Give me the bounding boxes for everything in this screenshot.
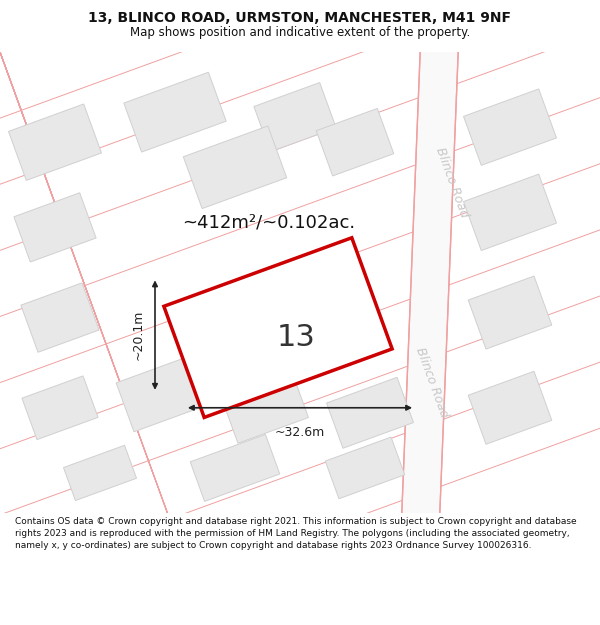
Polygon shape bbox=[254, 82, 336, 152]
Text: 13: 13 bbox=[277, 323, 316, 352]
Polygon shape bbox=[326, 378, 413, 448]
Text: Blinco Road: Blinco Road bbox=[413, 346, 451, 419]
Polygon shape bbox=[8, 104, 101, 181]
Polygon shape bbox=[164, 238, 392, 418]
Polygon shape bbox=[116, 354, 214, 432]
Text: ~412m²/~0.102ac.: ~412m²/~0.102ac. bbox=[182, 213, 355, 231]
Polygon shape bbox=[468, 371, 552, 444]
Polygon shape bbox=[401, 31, 459, 534]
Polygon shape bbox=[221, 372, 308, 443]
Text: 13, BLINCO ROAD, URMSTON, MANCHESTER, M41 9NF: 13, BLINCO ROAD, URMSTON, MANCHESTER, M4… bbox=[89, 11, 511, 26]
Text: Blinco Road: Blinco Road bbox=[433, 146, 471, 219]
Polygon shape bbox=[64, 445, 137, 501]
Polygon shape bbox=[468, 276, 552, 349]
Text: ~20.1m: ~20.1m bbox=[132, 310, 145, 360]
Text: Map shows position and indicative extent of the property.: Map shows position and indicative extent… bbox=[130, 26, 470, 39]
Polygon shape bbox=[316, 109, 394, 176]
Polygon shape bbox=[464, 89, 556, 166]
Polygon shape bbox=[14, 192, 96, 262]
Polygon shape bbox=[22, 376, 98, 439]
Polygon shape bbox=[184, 126, 287, 209]
Polygon shape bbox=[190, 434, 280, 501]
Polygon shape bbox=[124, 72, 226, 152]
Polygon shape bbox=[325, 437, 405, 499]
Polygon shape bbox=[21, 283, 99, 352]
Text: ~32.6m: ~32.6m bbox=[275, 426, 325, 439]
Text: Contains OS data © Crown copyright and database right 2021. This information is : Contains OS data © Crown copyright and d… bbox=[15, 518, 577, 550]
Polygon shape bbox=[464, 174, 556, 251]
